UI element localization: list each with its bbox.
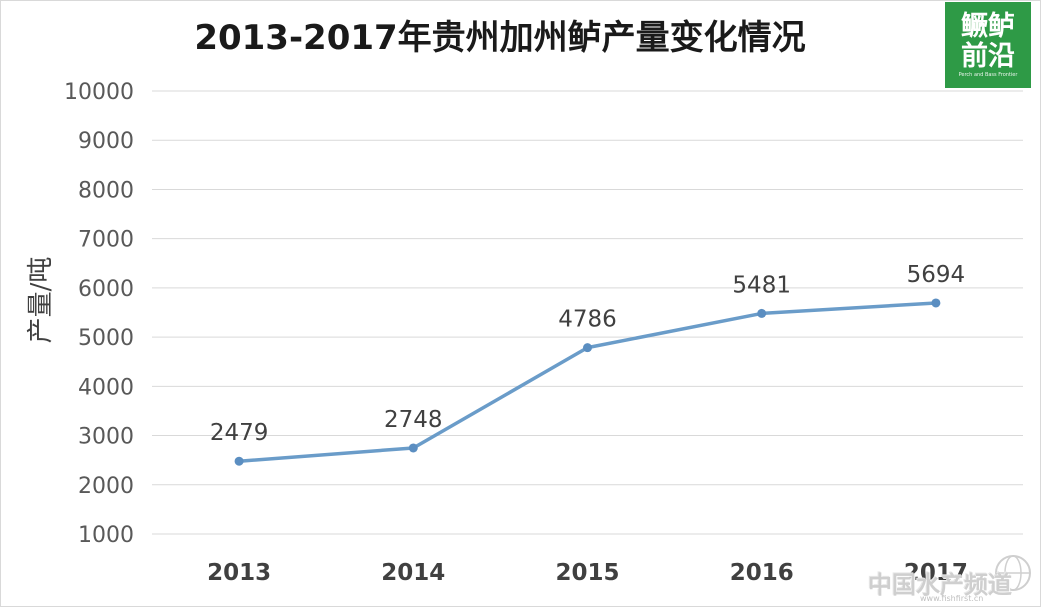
x-tick-label: 2016: [730, 560, 794, 586]
logo-line-2: 前沿: [961, 40, 1015, 72]
data-label: 5481: [732, 272, 791, 298]
data-point: [408, 443, 418, 453]
y-tick-label: 6000: [78, 277, 134, 302]
data-label: 2479: [210, 420, 269, 446]
y-tick-label: 1000: [78, 523, 134, 548]
brand-logo: 鳜鲈 前沿 Perch and Bass Frontier: [945, 2, 1031, 88]
data-point: [931, 298, 941, 308]
chart-title: 2013-2017年贵州加州鲈产量变化情况: [194, 18, 806, 58]
data-point: [234, 456, 244, 466]
data-point: [583, 343, 592, 353]
logo-tagline: Perch and Bass Frontier: [958, 71, 1018, 78]
watermark-text: 中国水产频道: [868, 571, 1012, 599]
y-tick-label: 4000: [78, 375, 134, 400]
watermark-url: www.fishfirst.cn: [920, 594, 984, 603]
y-tick-label: 3000: [78, 425, 134, 450]
y-tick-label: 5000: [78, 326, 134, 351]
y-tick-label: 7000: [78, 228, 134, 253]
data-point: [757, 308, 767, 318]
y-tick-label: 2000: [78, 474, 134, 499]
x-tick-label: 2013: [207, 560, 271, 586]
y-tick-label: 9000: [78, 129, 134, 154]
x-tick-label: 2015: [555, 560, 619, 586]
globe-icon: [995, 555, 1031, 591]
x-tick-label: 2014: [381, 560, 445, 586]
data-label: 2748: [384, 407, 443, 433]
x-tick-label: 2017: [904, 560, 968, 586]
y-tick-label: 8000: [78, 178, 134, 203]
data-label: 5694: [907, 262, 966, 288]
data-label: 4786: [558, 307, 617, 333]
logo-line-1: 鳜鲈: [961, 10, 1015, 42]
y-tick-label: 10000: [64, 80, 134, 105]
